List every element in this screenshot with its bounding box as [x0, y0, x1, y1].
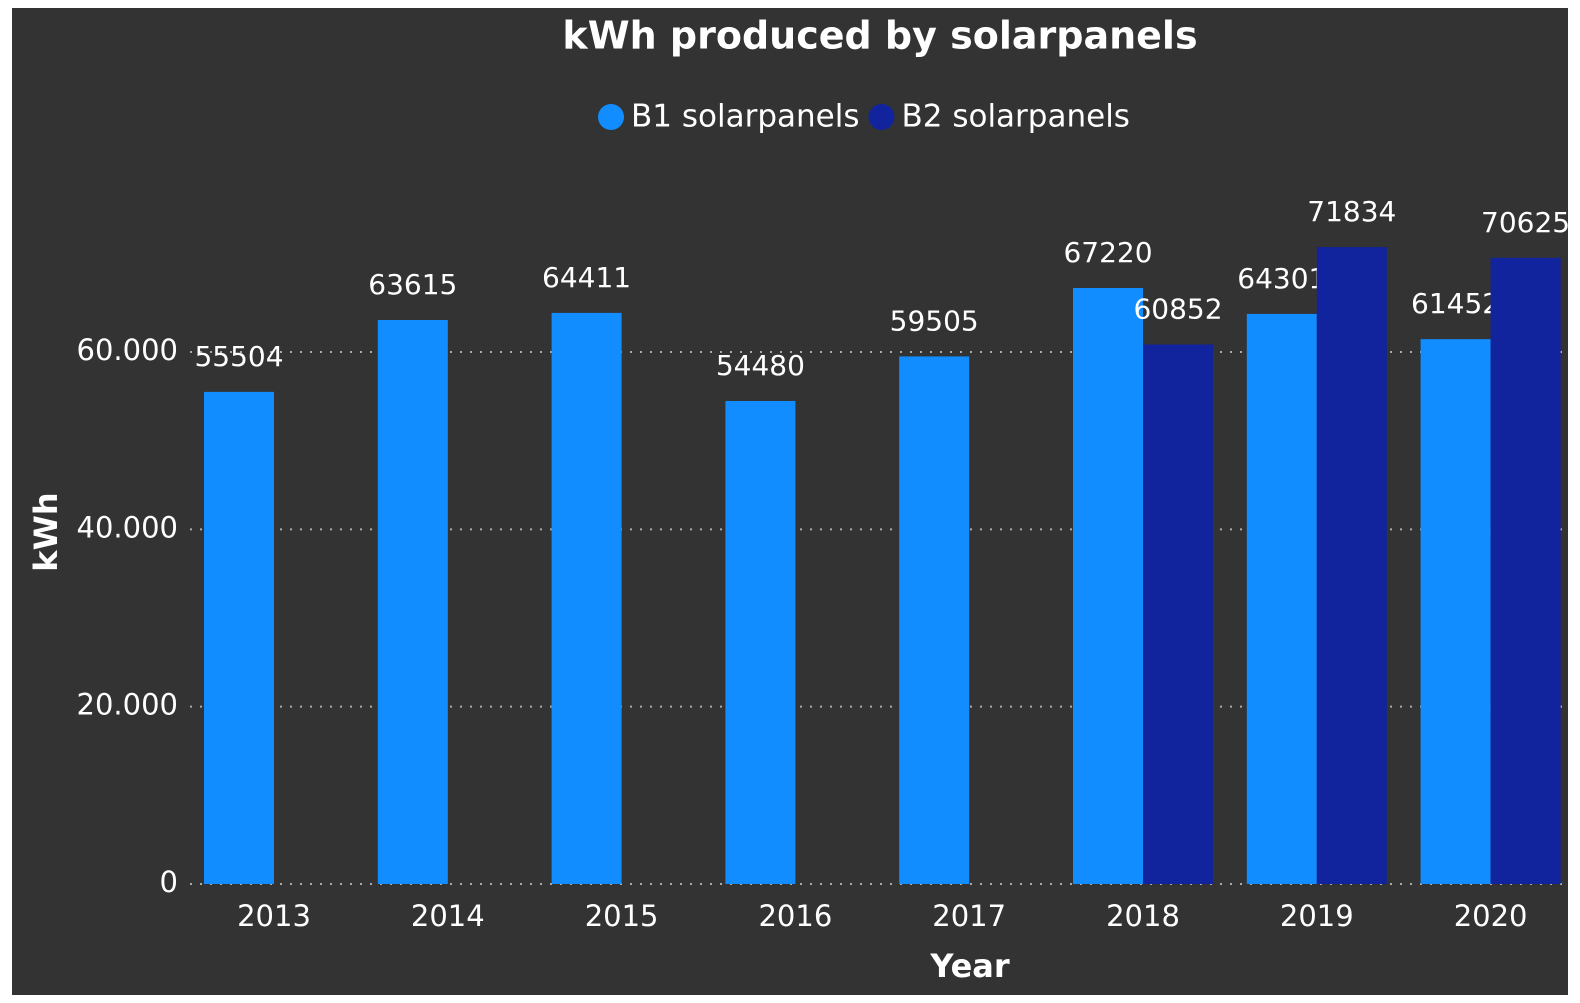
bar	[1420, 339, 1491, 884]
data-label: 64411	[542, 261, 631, 294]
x-tick-label: 2017	[932, 899, 1006, 933]
bar	[377, 319, 448, 884]
bar	[204, 391, 274, 884]
data-label: 71834	[1307, 195, 1396, 228]
legend-label: B1 solarpanels	[631, 99, 859, 135]
y-tick-label: 40.000	[77, 510, 178, 544]
data-label: 60852	[1133, 292, 1222, 325]
y-tick-label: 60.000	[77, 333, 178, 367]
x-tick-label: 2020	[1454, 899, 1528, 933]
data-label: 64301	[1237, 262, 1326, 295]
data-label: 59505	[890, 304, 979, 337]
legend-label: B2 solarpanels	[901, 99, 1129, 135]
bar	[725, 400, 796, 884]
x-tick-label: 2019	[1280, 899, 1354, 933]
legend-marker	[868, 104, 895, 130]
legend-marker	[598, 104, 624, 130]
data-label: 55504	[194, 340, 283, 373]
data-label: 54480	[716, 349, 805, 382]
bar	[551, 312, 622, 884]
bar	[899, 356, 970, 884]
x-tick-label: 2016	[758, 899, 832, 933]
bar	[1143, 344, 1213, 884]
bar	[1246, 313, 1317, 885]
x-tick-label: 2018	[1106, 899, 1180, 933]
chart-title: kWh produced by solarpanels	[562, 14, 1197, 58]
data-label: 67220	[1063, 236, 1152, 269]
x-axis-title: Year	[929, 947, 1010, 985]
bar	[1073, 288, 1143, 884]
bar	[1490, 257, 1561, 884]
x-tick-label: 2013	[237, 899, 311, 933]
data-label: 70625	[1481, 206, 1570, 239]
data-label: 63615	[368, 268, 457, 301]
bar	[1316, 247, 1387, 884]
y-axis-title: kWh	[27, 492, 65, 571]
data-label: 61452	[1411, 287, 1500, 320]
x-tick-label: 2014	[411, 899, 485, 933]
y-tick-label: 20.000	[77, 688, 178, 722]
x-tick-label: 2015	[585, 899, 659, 933]
y-tick-label: 0	[160, 865, 178, 899]
